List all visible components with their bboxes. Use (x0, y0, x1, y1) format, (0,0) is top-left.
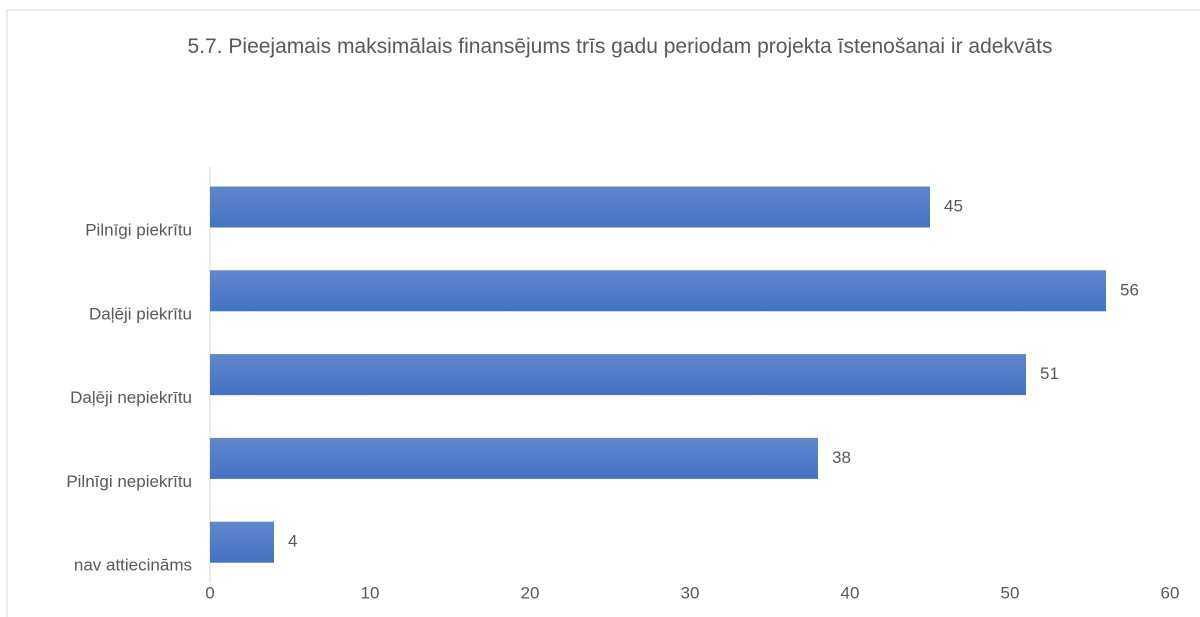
data-label: 38 (832, 448, 851, 467)
y-tick-label: Pilnīgi piekrītu (85, 220, 192, 239)
x-tick-label: 20 (521, 583, 540, 602)
bar (210, 354, 1026, 396)
x-tick-label: 40 (841, 583, 860, 602)
x-tick-label: 10 (361, 583, 380, 602)
bar (210, 186, 930, 228)
data-label: 4 (288, 532, 297, 551)
x-tick-label: 60 (1161, 583, 1180, 602)
y-tick-label: Daļēji nepiekrītu (70, 388, 192, 407)
y-tick-label: nav attiecināms (74, 556, 192, 575)
y-tick-label: Pilnīgi nepiekrītu (66, 472, 192, 491)
chart-title: 5.7. Pieejamais maksimālais finansējums … (187, 35, 1053, 58)
data-label: 51 (1040, 364, 1059, 383)
chart-border (6, 9, 1200, 617)
x-tick-label: 50 (1001, 583, 1020, 602)
data-label: 45 (944, 196, 963, 215)
y-tick-label: Daļēji piekrītu (89, 304, 192, 323)
x-tick-label: 0 (205, 583, 214, 602)
x-tick-label: 30 (681, 583, 700, 602)
bar (210, 521, 274, 563)
data-label: 56 (1120, 280, 1139, 299)
bar (210, 437, 818, 479)
bar (210, 270, 1106, 312)
